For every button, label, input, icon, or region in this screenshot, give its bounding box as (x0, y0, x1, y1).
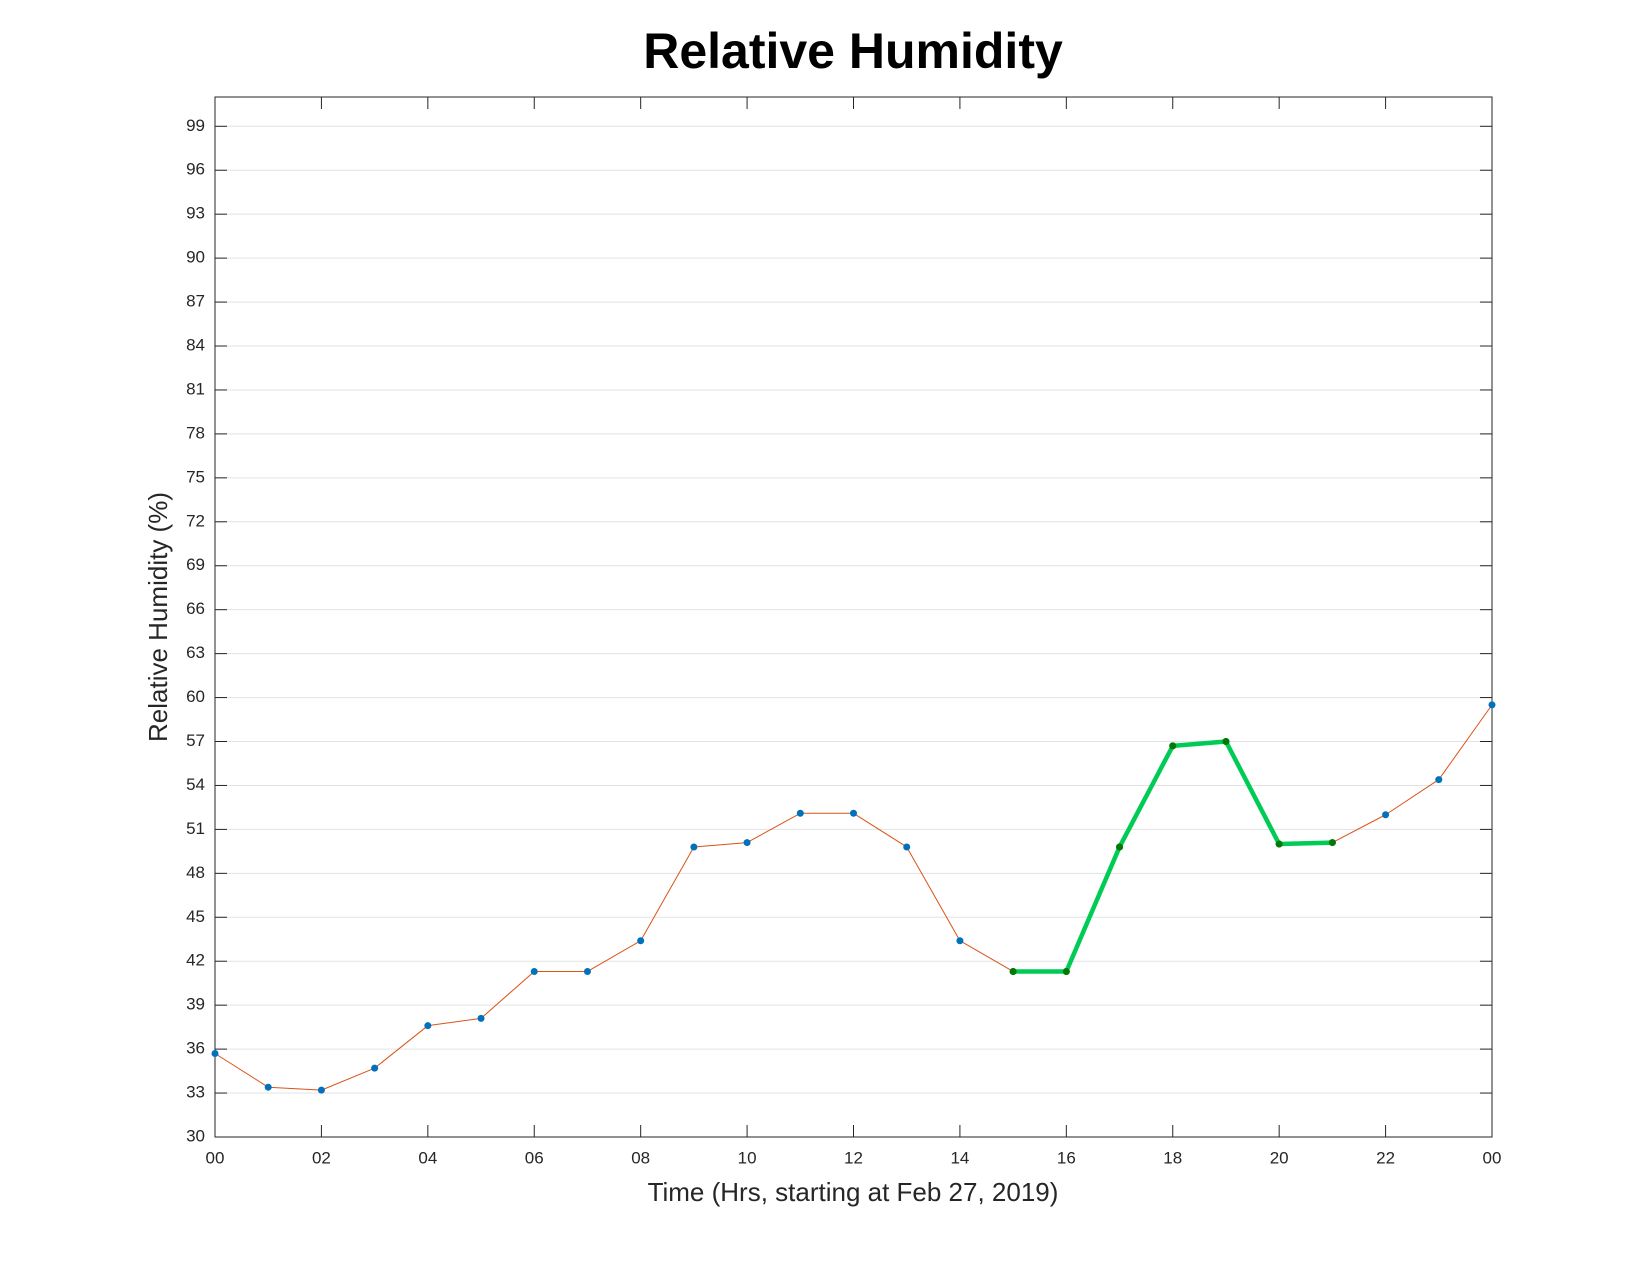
y-tick-label: 87 (186, 292, 205, 311)
data-point (211, 1050, 219, 1058)
data-point (1116, 843, 1124, 851)
y-tick-label: 90 (186, 248, 205, 267)
data-point (1382, 811, 1390, 819)
y-tick-label: 36 (186, 1039, 205, 1058)
x-tick-label: 02 (312, 1148, 331, 1167)
data-point (424, 1022, 432, 1030)
data-point (1435, 776, 1443, 784)
data-point (264, 1083, 272, 1091)
data-point (371, 1064, 379, 1072)
y-tick-label: 51 (186, 819, 205, 838)
y-tick-label: 33 (186, 1083, 205, 1102)
data-point (1062, 967, 1070, 975)
y-tick-label: 72 (186, 511, 205, 530)
x-tick-label: 08 (631, 1148, 650, 1167)
x-tick-label: 12 (844, 1148, 863, 1167)
y-tick-label: 48 (186, 863, 205, 882)
y-tick-label: 45 (186, 907, 205, 926)
y-tick-label: 99 (186, 116, 205, 135)
y-tick-label: 30 (186, 1126, 205, 1145)
data-point (477, 1014, 485, 1022)
chart-title: Relative Humidity (643, 23, 1063, 79)
data-point (530, 967, 538, 975)
x-tick-label: 16 (1057, 1148, 1076, 1167)
data-point (317, 1086, 325, 1094)
data-point (1009, 967, 1017, 975)
y-tick-label: 57 (186, 731, 205, 750)
x-tick-label: 06 (525, 1148, 544, 1167)
x-tick-label: 20 (1270, 1148, 1289, 1167)
y-tick-label: 96 (186, 160, 205, 179)
data-point (1169, 742, 1177, 750)
data-point (743, 839, 751, 847)
x-tick-label: 10 (738, 1148, 757, 1167)
plot-frame (214, 96, 1493, 1138)
y-tick-label: 39 (186, 995, 205, 1014)
data-point (1275, 840, 1283, 848)
data-point (1328, 839, 1336, 847)
data-point (956, 937, 964, 945)
data-point (1488, 701, 1496, 709)
x-tick-label: 00 (1483, 1148, 1502, 1167)
y-tick-label: 75 (186, 467, 205, 486)
x-tick-label: 00 (206, 1148, 225, 1167)
y-tick-label: 42 (186, 951, 205, 970)
y-tick-label: 66 (186, 599, 205, 618)
data-point (796, 809, 804, 817)
y-tick-label: 78 (186, 423, 205, 442)
data-point (637, 937, 645, 945)
x-tick-label: 04 (418, 1148, 437, 1167)
y-tick-label: 54 (186, 775, 205, 794)
y-tick-label: 84 (186, 335, 205, 354)
x-axis-label: Time (Hrs, starting at Feb 27, 2019) (648, 1177, 1059, 1207)
y-tick-label: 60 (186, 687, 205, 706)
y-tick-label: 69 (186, 555, 205, 574)
y-tick-label: 81 (186, 379, 205, 398)
y-tick-label: 63 (186, 643, 205, 662)
data-point (690, 843, 698, 851)
data-point (1222, 738, 1230, 746)
y-axis-label: Relative Humidity (%) (143, 492, 173, 742)
x-tick-label: 22 (1376, 1148, 1395, 1167)
data-point (903, 843, 911, 851)
data-point (850, 809, 857, 817)
data-point (583, 967, 591, 975)
x-tick-label: 14 (950, 1148, 969, 1167)
y-tick-label: 93 (186, 204, 205, 223)
x-tick-label: 18 (1163, 1148, 1182, 1167)
